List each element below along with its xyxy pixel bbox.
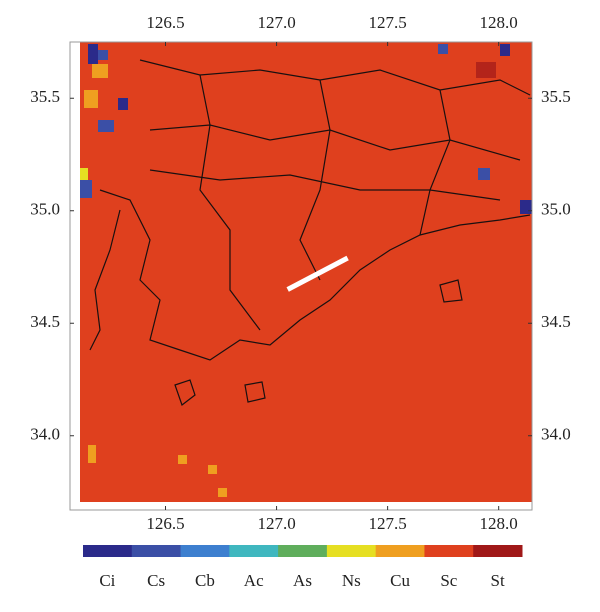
y-tick-label: 34.0 — [541, 425, 571, 444]
colorbar-swatch — [83, 545, 133, 557]
plot-frame — [69, 41, 533, 511]
colorbar-swatch — [229, 545, 279, 557]
colorbar-swatch — [326, 545, 377, 557]
cell — [92, 64, 108, 78]
cell — [500, 44, 510, 56]
x-tick-label: 127.0 — [257, 13, 295, 32]
y-tick-label: 35.0 — [30, 200, 60, 219]
cell — [118, 98, 128, 110]
cell — [98, 50, 108, 60]
x-tick-label: 128.0 — [480, 514, 518, 533]
colorbar-swatch — [424, 545, 474, 557]
transect-line — [286, 255, 349, 292]
cell — [80, 168, 88, 180]
map-field — [70, 42, 532, 510]
colorbar-swatch — [180, 545, 230, 557]
cell — [178, 455, 187, 464]
coastline — [89, 209, 121, 351]
colorbar-label: Sc — [440, 571, 457, 590]
x-tick-label: 126.5 — [146, 13, 184, 32]
cell — [88, 445, 96, 463]
x-tick-label: 127.5 — [369, 13, 407, 32]
y-tick-label: 34.0 — [30, 425, 60, 444]
cell — [438, 44, 448, 54]
boundary — [139, 59, 531, 96]
colorbar-swatch — [473, 545, 523, 557]
boundary — [299, 79, 331, 281]
colorbar-label: Ac — [244, 571, 264, 590]
colorbar-label: Cs — [147, 571, 165, 590]
colorbar-label: St — [491, 571, 505, 590]
colorbar-label: Cu — [390, 571, 410, 590]
cell — [84, 90, 98, 108]
cell — [476, 62, 496, 78]
colorbar-swatch — [375, 545, 425, 557]
colorbar-label: Ci — [99, 571, 115, 590]
boundary — [149, 169, 501, 201]
y-tick-label: 35.5 — [541, 87, 571, 106]
island — [439, 279, 463, 303]
cell — [520, 200, 532, 214]
colorbar-swatch — [278, 545, 328, 557]
y-tick-label: 34.5 — [541, 312, 571, 331]
x-tick-label: 126.5 — [146, 514, 184, 533]
island — [244, 381, 266, 403]
cell — [208, 465, 217, 474]
cell — [98, 120, 114, 132]
cell — [478, 168, 490, 180]
y-tick-label: 35.0 — [541, 200, 571, 219]
x-tick-label: 127.0 — [257, 514, 295, 533]
colorbar-label: Cb — [195, 571, 215, 590]
cell — [218, 488, 227, 497]
sc-region — [86, 42, 94, 102]
colorbar-label: As — [293, 571, 312, 590]
cell — [88, 44, 98, 64]
y-tick-label: 35.5 — [30, 87, 60, 106]
cell — [80, 180, 92, 198]
boundary — [199, 74, 261, 331]
x-tick-label: 128.0 — [480, 13, 518, 32]
x-tick-label: 127.5 — [369, 514, 407, 533]
colorbar-swatch — [131, 545, 182, 557]
island — [174, 379, 196, 406]
colorbar-label: Ns — [342, 571, 361, 590]
sc-region — [80, 42, 532, 502]
boundary — [419, 89, 451, 236]
coastline — [99, 189, 531, 361]
y-tick-label: 34.5 — [30, 312, 60, 331]
